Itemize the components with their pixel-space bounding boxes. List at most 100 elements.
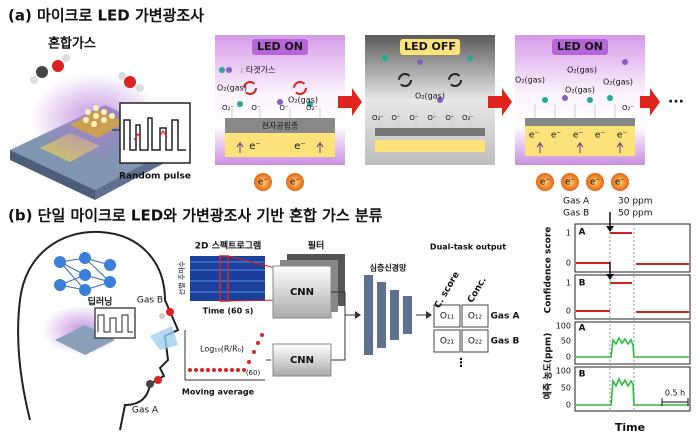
result-plot-part-part bbox=[576, 336, 689, 358]
label: 30 ppm bbox=[618, 197, 653, 207]
pipeline-part-part bbox=[242, 368, 246, 372]
stage-panel-part-part bbox=[562, 95, 568, 101]
stage-label: LED OFF bbox=[404, 40, 456, 53]
device-illustration-part-part bbox=[101, 117, 107, 123]
label: O₂(gas) bbox=[567, 66, 597, 75]
tick-label: 1 bbox=[566, 229, 571, 238]
pipeline-part-part bbox=[461, 329, 489, 353]
label: Gas A bbox=[563, 197, 590, 207]
label: 50 ppm bbox=[618, 209, 653, 219]
label: O₂₂ bbox=[468, 337, 483, 347]
device-illustration-part bbox=[83, 105, 115, 127]
label: Conc. bbox=[466, 276, 489, 305]
stage-panel-part bbox=[375, 140, 485, 152]
label: B bbox=[579, 279, 586, 289]
device-illustration-part bbox=[119, 102, 191, 164]
label: Random pulse bbox=[119, 172, 191, 182]
head-illustration-part-part bbox=[104, 276, 116, 288]
stage-panel-part-part bbox=[398, 73, 412, 87]
pipeline-part bbox=[355, 311, 361, 319]
device-illustration-part bbox=[133, 129, 168, 141]
label: e⁻ bbox=[258, 178, 269, 188]
device-illustration-part-part bbox=[52, 60, 64, 72]
tick-label: 1 bbox=[566, 279, 571, 288]
stage-label: LED ON bbox=[257, 40, 303, 53]
result-plot-part bbox=[576, 336, 689, 406]
label: O₂(gas) bbox=[603, 78, 633, 87]
result-plot-part bbox=[606, 226, 614, 232]
pipeline-part-part bbox=[247, 360, 251, 364]
device-illustration-part bbox=[10, 150, 95, 200]
arrow-part bbox=[488, 88, 512, 116]
pipeline-part-part bbox=[194, 368, 198, 372]
label: e⁻ bbox=[529, 131, 540, 141]
device-illustration-part bbox=[118, 72, 144, 92]
stage-panel-part-part bbox=[587, 97, 593, 103]
label: O₂₁ bbox=[440, 337, 455, 347]
label: Gas B bbox=[137, 296, 163, 306]
tick-label: 0 bbox=[566, 307, 571, 316]
light-electron-part bbox=[586, 173, 604, 191]
tick-label: 100 bbox=[556, 367, 571, 376]
label: O₂(gas) bbox=[415, 92, 445, 101]
label: CNN bbox=[290, 287, 314, 298]
label: Gas B bbox=[491, 337, 520, 347]
tick-label: 50 bbox=[561, 384, 571, 393]
label: Time bbox=[615, 421, 645, 434]
result-plot-part-part bbox=[576, 282, 689, 313]
stage-panel-part bbox=[400, 39, 460, 55]
pipeline-part-part bbox=[206, 368, 210, 372]
pipeline-part-part bbox=[461, 304, 489, 328]
stage-panel-part bbox=[236, 141, 624, 153]
label: O₁₂ bbox=[468, 312, 483, 322]
label: (60) bbox=[246, 369, 261, 377]
arrow-part bbox=[338, 88, 362, 116]
pipeline-part-part bbox=[256, 341, 260, 345]
label: e⁻ bbox=[551, 131, 562, 141]
pipeline-part bbox=[426, 311, 432, 319]
label: e⁻ bbox=[595, 131, 606, 141]
label: CNN bbox=[290, 355, 314, 366]
label: O⁻ bbox=[427, 114, 437, 122]
label: A bbox=[579, 324, 586, 334]
result-plot-part-part bbox=[574, 274, 691, 320]
result-plot-part bbox=[609, 224, 635, 411]
label: O₂⁻ bbox=[462, 114, 474, 122]
result-plot-part-part bbox=[576, 232, 689, 265]
head-illustration-part bbox=[54, 252, 116, 296]
device-illustration-part-part bbox=[30, 76, 38, 84]
label: e⁻ bbox=[290, 178, 301, 188]
label: O₂(gas) bbox=[288, 96, 318, 105]
result-plot bbox=[574, 212, 691, 412]
label: 예측 농도(ppm) bbox=[542, 333, 554, 400]
label: Log₁₀(R/R₀) bbox=[200, 345, 244, 354]
stage-panel-part-part bbox=[277, 99, 283, 105]
head-illustration-part-part bbox=[54, 279, 66, 291]
pipeline bbox=[184, 254, 489, 381]
label: e⁻ bbox=[540, 178, 551, 188]
label: O₂⁻ bbox=[306, 104, 318, 112]
result-plot-part bbox=[576, 232, 689, 313]
label: ··· bbox=[668, 94, 684, 110]
light-electron-part bbox=[561, 173, 579, 191]
label: O₂(gas) bbox=[515, 76, 545, 85]
device-illustration-part bbox=[30, 54, 70, 84]
head-illustration-part-part bbox=[146, 380, 154, 388]
label: 심층신경망 bbox=[370, 263, 407, 273]
stage-panel-part bbox=[552, 39, 608, 55]
stage-panel-part bbox=[219, 55, 628, 107]
label: 딥러닝 bbox=[88, 296, 113, 308]
stage-panel bbox=[215, 35, 645, 165]
head-illustration-part-part bbox=[104, 259, 116, 271]
label: Gas A bbox=[132, 406, 159, 416]
stage-panel-part-part bbox=[316, 141, 324, 153]
stage-panel-part-part bbox=[467, 55, 473, 61]
device-illustration-part-part bbox=[101, 109, 107, 115]
panel-title: (a) 마이크로 LED 가변광조사 bbox=[8, 7, 204, 25]
stage-panel-part bbox=[525, 118, 635, 126]
pipeline-part bbox=[364, 275, 412, 355]
stage-panel-part bbox=[375, 128, 485, 136]
label: e⁻ bbox=[573, 131, 584, 141]
label: Confidence score bbox=[544, 227, 554, 314]
